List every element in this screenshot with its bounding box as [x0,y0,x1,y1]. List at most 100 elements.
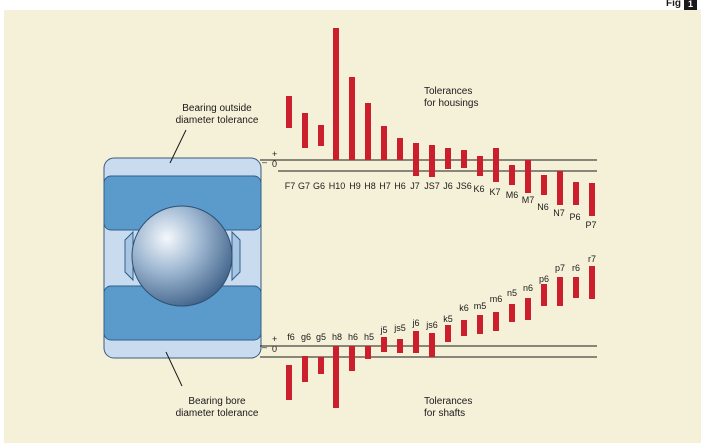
shaft-zero-label: 0 [272,344,277,354]
shaft-bar-m5 [477,315,483,334]
housing-bar-n7 [557,171,563,205]
shaft-bar-m6 [493,312,499,331]
shaft-bar-f6 [286,365,292,400]
shaft-bar-js6 [429,333,435,357]
shaft-bar-n5 [509,304,515,322]
housing-bar-k7 [493,148,499,182]
shaft-label-r6: r6 [572,263,580,273]
housing-bar-h7 [381,126,387,160]
shaft-bar-h8 [333,346,339,408]
shaft-plus-sign: + [272,334,277,344]
housing-bar-p6 [573,182,579,205]
housing-label-m6: M6 [506,190,519,200]
housing-bar-g7 [302,113,308,148]
housing-label-g6: G6 [313,181,325,191]
housing-tolerance-bars [286,28,595,216]
shaft-label-f6: f6 [287,332,295,342]
bearing-outside-label-line2: diameter tolerance [176,115,259,126]
shaft-label-p6: p6 [539,274,549,284]
bearing-drawing [103,157,262,359]
shaft-label-h5: h5 [364,332,374,342]
shafts-caption-line1: Tolerances [424,396,472,407]
housing-zero-label: 0 [272,159,277,169]
housing-label-h10: H10 [329,181,346,191]
shaft-label-j5: j5 [379,325,387,335]
shaft-bar-k5 [445,325,451,342]
housing-label-g7: G7 [298,181,310,191]
bearing-outside-label-line1: Bearing outside [182,103,252,114]
bearing-bore-label-line2: diameter tolerance [176,408,259,419]
housing-bar-h10 [333,28,339,160]
figure-header: Fig 1 [0,0,701,10]
housing-label-h6: H6 [394,181,406,191]
housing-bar-f7 [286,96,292,128]
shaft-bar-g5 [318,357,324,374]
housing-label-j6: J6 [443,181,453,191]
housing-label-h7: H7 [379,181,391,191]
housing-bar-js7 [429,145,435,177]
housing-plus-sign: + [272,149,277,159]
shaft-bar-j6 [413,331,419,353]
shaft-label-g6: g6 [301,332,311,342]
shaft-label-j6: j6 [411,318,419,328]
shaft-bar-j5 [381,337,387,352]
housings-caption-line1: Tolerances [424,86,472,97]
shaft-label-h6: h6 [348,332,358,342]
shaft-bar-r6 [573,277,579,298]
housing-bar-n6 [541,175,547,195]
outside-leader-line [169,129,187,164]
housing-bar-h6 [397,138,403,160]
shafts-caption-line2: for shafts [424,408,465,419]
bearing-bore-label-line1: Bearing bore [188,396,246,407]
shaft-label-g5: g5 [316,332,326,342]
shaft-label-js5: js5 [393,323,406,333]
housing-bar-h9 [349,77,355,160]
housing-bar-js6 [461,150,467,168]
shaft-bar-r7 [589,266,595,299]
rolling-ball [131,205,233,307]
housing-label-k7: K7 [489,187,500,197]
shaft-label-n6: n6 [523,283,533,293]
housing-minus-sign: – [262,157,267,167]
shaft-bar-p7 [557,277,563,306]
bore-leader-line [165,351,183,387]
shaft-minus-sign: – [262,342,267,352]
shaft-label-m6: m6 [490,294,503,304]
housing-label-f7: F7 [285,181,296,191]
housing-label-js7: JS7 [424,181,440,191]
housing-label-h8: H8 [364,181,376,191]
shaft-bar-k6 [461,320,467,336]
shaft-label-m5: m5 [474,301,487,311]
shaft-bar-js5 [397,339,403,353]
figure-label: Fig [666,0,681,9]
housing-label-m7: M7 [522,195,535,205]
housing-label-n6: N6 [537,202,549,212]
shaft-label-js6: js6 [425,320,438,330]
housing-label-k6: K6 [473,184,484,194]
housing-label-js6: JS6 [456,181,472,191]
shaft-bar-n6 [525,298,531,320]
shaft-label-k6: k6 [459,303,469,313]
housing-bar-g6 [318,125,324,146]
shaft-label-h8: h8 [332,332,342,342]
shaft-label-p7: p7 [555,263,565,273]
housing-bar-p7 [589,183,595,216]
housing-label-p6: P6 [569,212,580,222]
housing-bar-j7 [413,143,419,176]
shaft-bar-h5 [365,346,371,359]
shaft-label-r7: r7 [588,254,596,264]
reference-lines [260,159,597,358]
shaft-bar-p6 [541,284,547,306]
figure-number: 1 [684,0,697,10]
shaft-label-n5: n5 [507,288,517,298]
shaft-label-k5: k5 [443,314,453,324]
housing-label-h9: H9 [349,181,361,191]
housing-bar-k6 [477,156,483,176]
cage-right [231,230,241,282]
shaft-bar-h6 [349,346,355,371]
housings-caption-line2: for housings [424,98,478,109]
housing-bar-j6 [445,148,451,169]
housing-bar-h8 [365,103,371,160]
